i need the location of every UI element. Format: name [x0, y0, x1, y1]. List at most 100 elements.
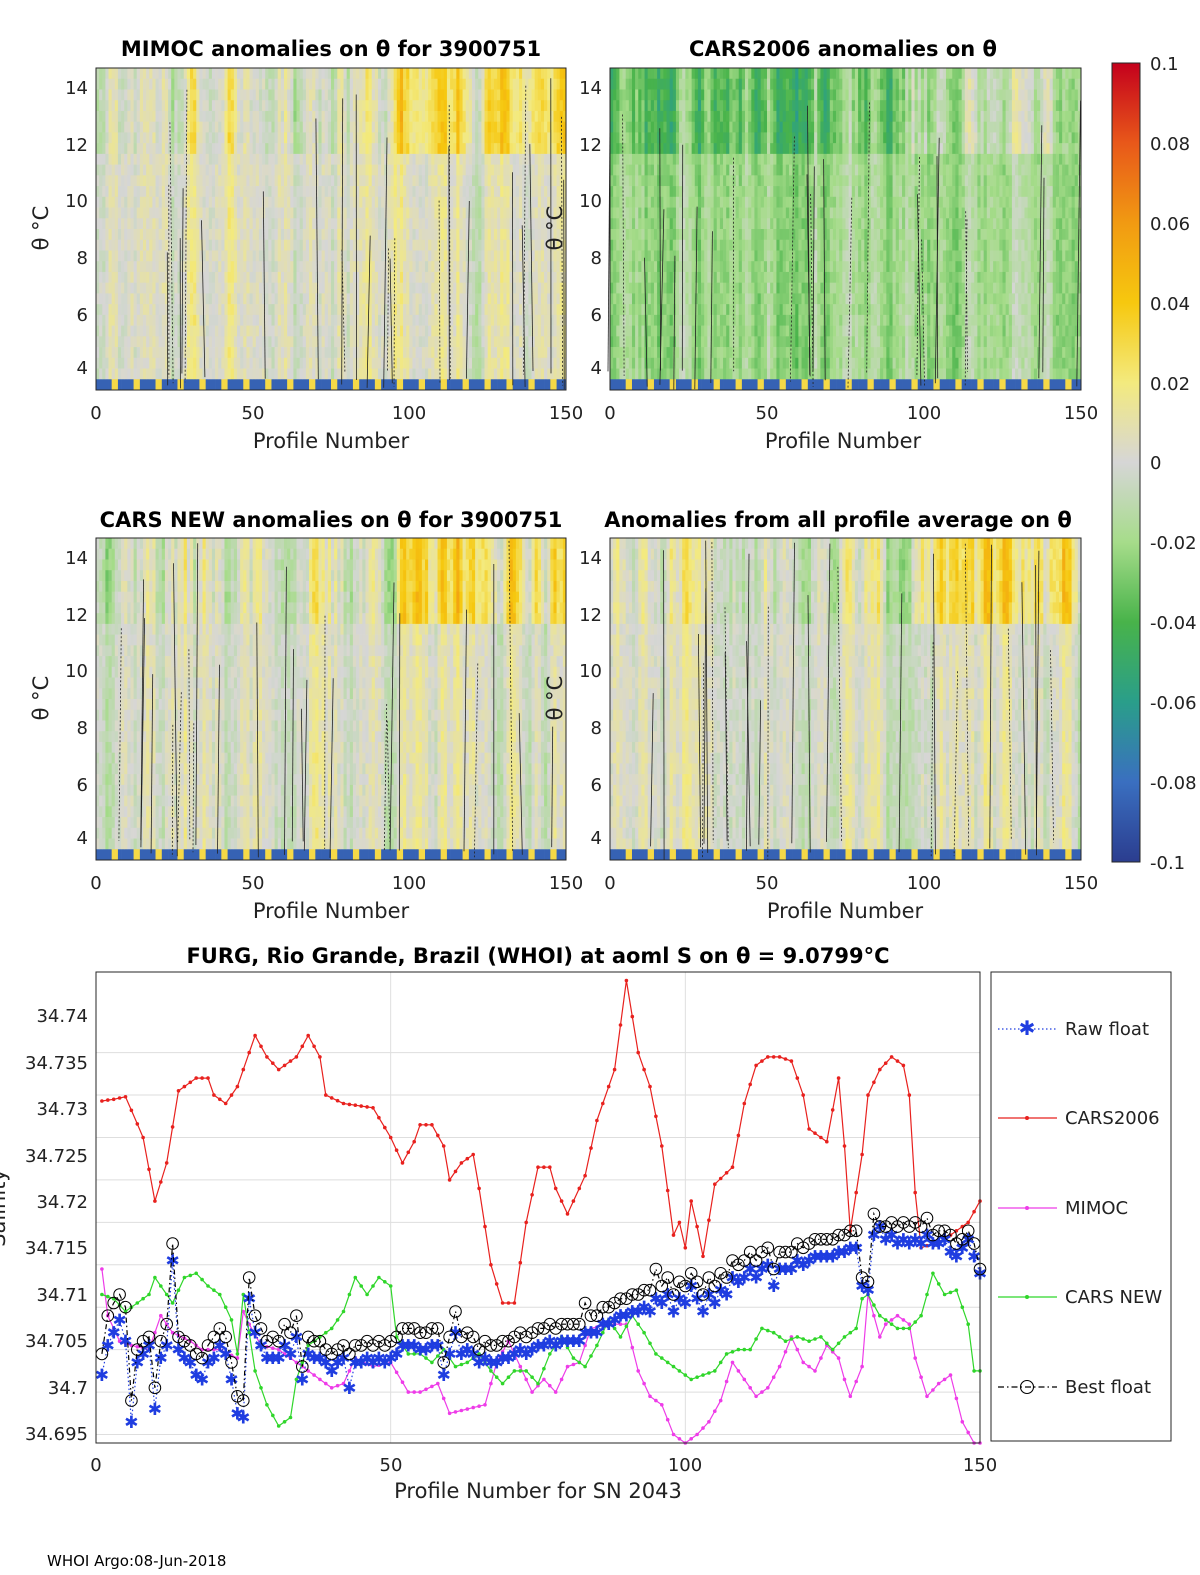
heatmap-cell: [249, 164, 254, 176]
heatmap-cell: [208, 68, 213, 80]
heatmap-cell: [493, 196, 498, 208]
heatmap-cell: [327, 218, 332, 230]
heatmap-cell: [321, 347, 326, 359]
heatmap-cell: [96, 100, 100, 112]
heatmap-cell: [255, 379, 260, 391]
heatmap-cell: [368, 143, 373, 155]
heatmap-cell: [246, 336, 250, 348]
heatmap-cell: [547, 282, 551, 294]
heatmap-cell: [562, 218, 567, 230]
heatmap-cell: [550, 78, 554, 90]
heatmap-cell: [152, 293, 156, 305]
heatmap-cell: [381, 186, 385, 198]
heatmap-cell: [431, 239, 435, 251]
heatmap-cell: [475, 325, 479, 337]
heatmap-cell: [211, 164, 216, 176]
heatmap-cell: [237, 89, 241, 101]
heatmap-cell: [490, 132, 495, 144]
heatmap-cell: [202, 250, 207, 262]
heatmap-cell: [481, 143, 485, 155]
heatmap-cell: [149, 89, 153, 101]
heatmap-cell: [622, 314, 627, 326]
heatmap-cell: [616, 100, 620, 112]
heatmap-cell: [340, 379, 344, 391]
heatmap-cell: [368, 78, 373, 90]
heatmap-cell: [96, 347, 100, 359]
heatmap-cell: [362, 282, 366, 294]
heatmap-cell: [512, 239, 517, 251]
heatmap-cell: [271, 132, 275, 144]
heatmap-cell: [315, 304, 319, 316]
heatmap-cell: [255, 250, 260, 262]
heatmap-cell: [309, 229, 313, 241]
heatmap-cell: [352, 218, 357, 230]
heatmap-cell: [152, 110, 156, 123]
heatmap-cell: [164, 250, 169, 262]
heatmap-cell: [562, 261, 567, 273]
heatmap-cell: [284, 207, 288, 219]
heatmap-cell: [114, 132, 119, 144]
heatmap-cell: [437, 110, 442, 123]
heatmap-cell: [215, 368, 219, 380]
heatmap-cell: [124, 175, 128, 187]
heatmap-cell: [456, 121, 460, 133]
heatmap-cell: [164, 261, 169, 273]
heatmap-cell: [418, 110, 423, 123]
heatmap-cell: [562, 153, 567, 165]
heatmap-cell: [186, 218, 191, 230]
heatmap-cell: [271, 336, 275, 348]
heatmap-cell: [237, 336, 241, 348]
heatmap-cell: [155, 78, 160, 90]
heatmap-cell: [305, 261, 310, 273]
heatmap-cell: [318, 110, 322, 123]
heatmap-cell: [265, 347, 269, 359]
heatmap-cell: [653, 347, 658, 359]
heatmap-cell: [456, 304, 460, 316]
heatmap-cell: [622, 78, 627, 90]
heatmap-cell: [465, 196, 470, 208]
heatmap-cell: [233, 100, 238, 112]
heatmap-cell: [418, 175, 423, 187]
heatmap-cell: [334, 121, 338, 133]
heatmap-cell: [446, 314, 451, 326]
heatmap-cell: [221, 250, 225, 262]
heatmap-cell: [512, 261, 517, 273]
heatmap-cell: [321, 357, 326, 369]
heatmap-cell: [450, 336, 454, 348]
heatmap-cell: [519, 314, 523, 326]
heatmap-cell: [540, 250, 545, 262]
heatmap-cell: [252, 357, 257, 369]
heatmap-cell: [349, 304, 354, 316]
heatmap-cell: [497, 207, 501, 219]
heatmap-cell: [331, 304, 335, 316]
heatmap-cell: [202, 196, 207, 208]
heatmap-cell: [284, 379, 288, 391]
heatmap-cell: [237, 239, 241, 251]
heatmap-cell: [456, 196, 460, 208]
heatmap-cell: [468, 68, 473, 80]
heatmap-cell: [133, 164, 138, 176]
heatmap-cell: [108, 293, 113, 305]
heatmap-cell: [96, 164, 100, 176]
heatmap-cell: [453, 357, 457, 369]
heatmap-cell: [352, 143, 357, 155]
heatmap-cell: [403, 196, 407, 208]
heatmap-cell: [186, 250, 191, 262]
heatmap-cell: [534, 379, 539, 391]
heatmap-cell: [647, 132, 652, 144]
heatmap-cell: [468, 164, 473, 176]
heatmap-cell: [190, 325, 194, 337]
heatmap-cell: [456, 175, 460, 187]
heatmap-cell: [183, 121, 188, 133]
heatmap-cell: [421, 336, 426, 348]
heatmap-cell: [337, 121, 341, 133]
heatmap-cell: [318, 186, 322, 198]
heatmap-cell: [647, 175, 652, 187]
heatmap-cell: [258, 89, 263, 101]
heatmap-cell: [271, 196, 275, 208]
heatmap-cell: [224, 282, 228, 294]
heatmap-xticks-1: 0 50 100 150: [90, 403, 583, 424]
heatmap-cell: [108, 143, 113, 155]
heatmap-cell: [177, 336, 181, 348]
heatmap-cell: [227, 186, 232, 198]
